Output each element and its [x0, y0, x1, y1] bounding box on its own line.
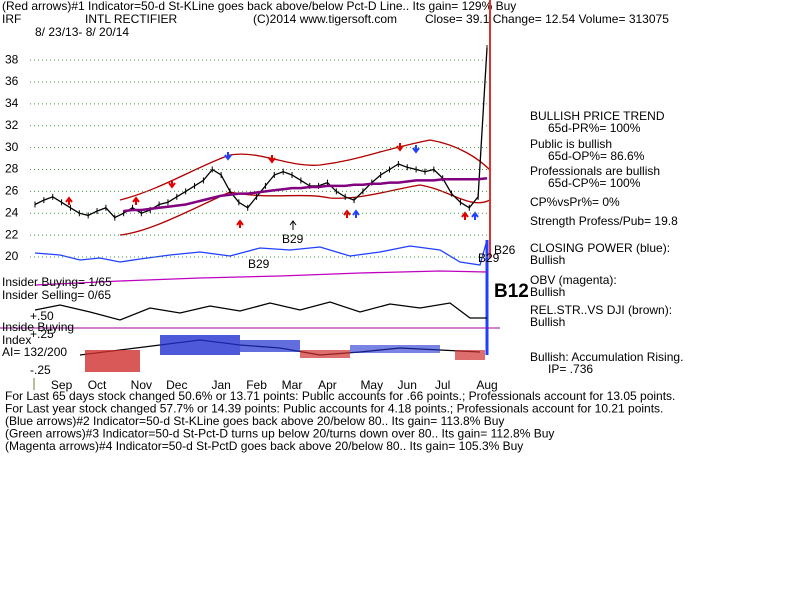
side-note: 65d-OP%= 86.6% [548, 149, 645, 163]
y-tick-label: 20 [5, 249, 19, 263]
y-tick-label: 22 [5, 227, 19, 241]
side-note: BULLISH PRICE TREND [530, 109, 665, 123]
quote: Close= 39.1 Change= 12.54 Volume= 313075 [425, 12, 669, 26]
y-tick-label: 34 [5, 96, 19, 110]
x-tick-label: Dec [166, 378, 187, 392]
price-line [123, 176, 488, 213]
side-note: Bullish [530, 315, 565, 329]
left-note: Insider Buying= 1/65 [2, 275, 112, 289]
x-tick-label: Oct [88, 378, 107, 392]
upper-band [119, 139, 491, 201]
footer-line: For Last year stock changed 57.7% or 14.… [5, 402, 663, 416]
source: (C)2014 www.tigersoft.com [253, 12, 397, 26]
side-note: Bullish [530, 253, 565, 267]
left-note: AI= 132/200 [2, 345, 67, 359]
side-note: REL.STR..VS DJI (brown): [530, 303, 672, 317]
header: (Red arrows)#1 Indicator=50-d St-KLine g… [2, 0, 516, 13]
annotation: B29 [248, 257, 270, 271]
side-note: Bullish: Accumulation Rising. [530, 350, 683, 364]
footer-line: For Last 65 days stock changed 50.6% or … [5, 389, 675, 403]
y-tick-label: 24 [5, 205, 19, 219]
y-tick-label: 38 [5, 52, 19, 66]
x-tick-label: Apr [318, 378, 337, 392]
side-note: 65d-CP%= 100% [548, 176, 641, 190]
side-note: Strength Profess/Pub= 19.8 [530, 214, 678, 228]
x-tick-label: Jul [435, 378, 450, 392]
annotation: B29 [282, 232, 304, 246]
y-tick-label: 36 [5, 74, 19, 88]
footer-line: (Green arrows)#3 Indicator=50-d St-Pct-D… [5, 427, 554, 441]
footer-line: (Blue arrows)#2 Indicator=50-d St-KLine … [5, 414, 504, 428]
side-note: IP= .736 [548, 362, 593, 376]
date-range: 8/ 23/13- 8/ 20/14 [35, 25, 129, 39]
y-tick-label: 32 [5, 118, 19, 132]
obv-line [34, 270, 488, 286]
y-tick-label: 26 [5, 184, 19, 198]
side-note: Bullish [530, 285, 565, 299]
footer-line: (Magenta arrows)#4 Indicator=50-d St-Pct… [5, 439, 523, 453]
x-tick-label: Feb [246, 378, 267, 392]
side-note: Professionals are bullish [530, 164, 660, 178]
left-note: Insider Selling= 0/65 [2, 288, 111, 302]
annotation: B26 [494, 243, 516, 257]
left-note: Inside Buying [2, 320, 74, 334]
side-note: Public is bullish [530, 137, 612, 151]
side-note: CP%vsPr%= 0% [530, 195, 620, 209]
side-note: 65d-PR%= 100% [548, 121, 641, 135]
side-note: OBV (magenta): [530, 273, 617, 287]
closing-power [34, 239, 488, 266]
left-note: Index [2, 333, 31, 347]
annotation: B12 [494, 281, 529, 302]
relative-strength [34, 301, 487, 321]
side-note: CLOSING POWER (blue): [530, 241, 670, 255]
footer: For Last 65 days stock changed 50.6% or … [5, 389, 675, 453]
x-tick-label: Jun [398, 378, 417, 392]
ticker: IRF [2, 12, 21, 26]
x-tick-label: Aug [476, 378, 497, 392]
x-tick-label: Jan [211, 378, 230, 392]
x-tick-label: May [360, 378, 383, 392]
accumulation-histogram [85, 335, 485, 372]
left-note: +.50 [30, 309, 54, 323]
left-note: +.25 [30, 327, 54, 341]
y-tick-label: 28 [5, 162, 19, 176]
x-tick-label: Mar [282, 378, 303, 392]
x-tick-label: Nov [131, 378, 152, 392]
y-tick-label: 30 [5, 140, 19, 154]
lower-band [119, 184, 491, 236]
annotation: B29 [478, 251, 500, 265]
signal-arrows [65, 143, 479, 230]
x-tick-label: Sep [51, 378, 73, 392]
company: INTL RECTIFIER [85, 12, 178, 26]
left-note: -.25 [30, 363, 51, 377]
